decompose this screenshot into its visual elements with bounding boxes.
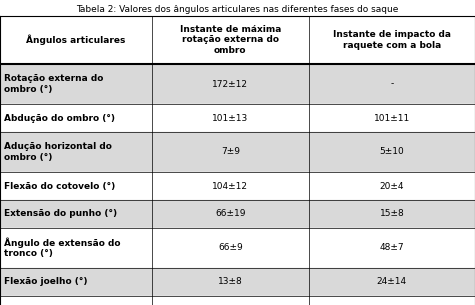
Text: 66±9: 66±9 [218,243,243,253]
Text: Flexão do cotovelo (°): Flexão do cotovelo (°) [4,181,115,191]
Text: 104±12: 104±12 [212,181,248,191]
Text: 7±9: 7±9 [221,148,240,156]
Text: Instante de máxima
rotação externa do
ombro: Instante de máxima rotação externa do om… [180,25,281,55]
Text: 5±10: 5±10 [380,148,404,156]
Text: 101±11: 101±11 [374,113,410,123]
Bar [0,172,475,200]
Bar [0,228,475,268]
Bar [0,200,475,228]
Text: 48±7: 48±7 [380,243,404,253]
Text: 24±14: 24±14 [377,278,407,286]
Text: Extensão do punho (°): Extensão do punho (°) [4,210,117,218]
Bar [0,296,475,305]
Text: 172±12: 172±12 [212,80,248,88]
Text: 20±4: 20±4 [380,181,404,191]
Bar [0,268,475,296]
Text: Ângulo de extensão do
tronco (°): Ângulo de extensão do tronco (°) [4,238,120,258]
Text: Rotação externa do
ombro (°): Rotação externa do ombro (°) [4,74,103,94]
Text: -: - [390,80,393,88]
Text: Ângulos articulares: Ângulos articulares [26,35,126,45]
Text: Adução horizontal do
ombro (°): Adução horizontal do ombro (°) [4,142,112,162]
Text: Tabela 2: Valores dos ângulos articulares nas diferentes fases do saque: Tabela 2: Valores dos ângulos articulare… [76,5,399,13]
Bar [0,64,475,104]
Text: 15±8: 15±8 [380,210,404,218]
Text: Abdução do ombro (°): Abdução do ombro (°) [4,113,115,123]
Text: Flexão joelho (°): Flexão joelho (°) [4,278,87,286]
Text: 101±13: 101±13 [212,113,248,123]
Text: Instante de impacto da
raquete com a bola: Instante de impacto da raquete com a bol… [333,30,451,50]
Text: 13±8: 13±8 [218,278,243,286]
Bar [0,104,475,132]
Text: 66±19: 66±19 [215,210,246,218]
Bar [0,132,475,172]
